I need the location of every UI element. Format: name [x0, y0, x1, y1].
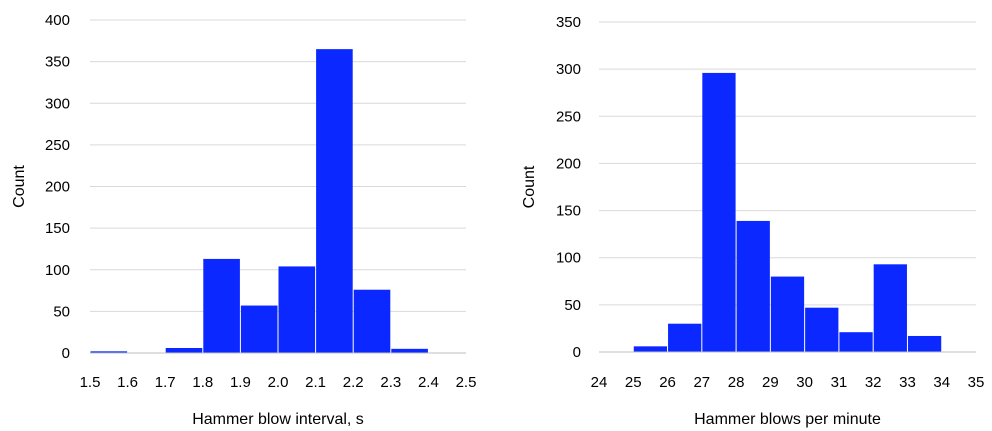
left-x-tick-label: 1.8	[192, 374, 213, 391]
left-y-tick-label: 0	[62, 345, 70, 362]
left-bar	[165, 348, 203, 353]
right-y-tick-label: 50	[564, 297, 581, 314]
left-bar	[240, 305, 278, 353]
right-x-tick-label: 35	[968, 374, 985, 391]
left-x-tick-label: 2.0	[268, 374, 289, 391]
right-x-tick-label: 30	[796, 374, 813, 391]
right-x-axis-label: Hammer blows per minute	[694, 411, 881, 428]
right-x-tick-label: 27	[693, 374, 710, 391]
right-x-tick-label: 34	[933, 374, 950, 391]
left-y-tick-label: 100	[45, 262, 70, 279]
left-x-tick-label: 2.2	[343, 374, 364, 391]
right-y-tick-label: 250	[556, 108, 581, 125]
left-x-tick-label: 1.7	[155, 374, 176, 391]
right-bar	[839, 332, 873, 352]
right-x-tick-label: 24	[591, 374, 608, 391]
right-x-tick-label: 33	[899, 374, 916, 391]
left-bar	[203, 258, 240, 353]
left-x-tick-label: 2.1	[305, 374, 326, 391]
right-y-tick-label: 0	[573, 344, 581, 361]
left-x-tick-label: 2.5	[456, 374, 477, 391]
left-x-tick-label: 1.9	[230, 374, 251, 391]
right-x-tick-label: 32	[865, 374, 882, 391]
left-y-tick-label: 350	[45, 54, 70, 71]
right-bar	[668, 323, 702, 352]
left-y-tick-label: 300	[45, 95, 70, 112]
left-bar	[316, 49, 353, 353]
left-y-tick-label: 150	[45, 220, 70, 237]
right-bar	[873, 264, 907, 352]
right-bar	[702, 72, 736, 353]
left-bar	[90, 351, 128, 353]
left-bar	[353, 289, 391, 353]
right-x-tick-label: 31	[831, 374, 848, 391]
left-y-tick-label: 400	[45, 12, 70, 29]
left-x-axis-label: Hammer blow interval, s	[192, 411, 364, 428]
right-y-tick-label: 200	[556, 155, 581, 172]
right-bar	[633, 346, 668, 352]
right-bar	[805, 307, 839, 352]
blows-per-minute-histogram: 0 50 100 150 200 250 300 350 24 25 26 27 28 29 30 31 32 3…	[521, 14, 984, 428]
right-x-tick-label: 26	[659, 374, 676, 391]
right-x-tick-label: 29	[762, 374, 779, 391]
left-y-tick-label: 200	[45, 179, 70, 196]
left-y-tick-label: 50	[53, 303, 70, 320]
right-y-tick-label: 300	[556, 61, 581, 78]
right-y-tick-label: 100	[556, 250, 581, 267]
left-x-tick-label: 2.3	[380, 374, 401, 391]
interval-histogram: 0 50 100 150 200 250 300 350 400 1.5 1.6 1.7 1.8 1.9 2…	[11, 12, 476, 428]
right-bar	[770, 276, 805, 352]
left-bar	[278, 266, 316, 353]
left-y-tick-label: 250	[45, 137, 70, 154]
right-y-axis-label: Count	[521, 165, 538, 208]
right-bar	[907, 335, 942, 352]
right-x-tick-label: 28	[728, 374, 745, 391]
left-x-tick-label: 1.6	[117, 374, 138, 391]
right-x-tick-label: 25	[625, 374, 642, 391]
right-y-tick-label: 350	[556, 14, 581, 31]
left-x-tick-label: 1.5	[80, 374, 101, 391]
right-bar	[736, 220, 770, 352]
right-y-tick-label: 150	[556, 203, 581, 220]
left-x-tick-label: 2.4	[418, 374, 439, 391]
left-bar	[391, 348, 428, 353]
left-y-axis-label: Count	[11, 165, 28, 208]
